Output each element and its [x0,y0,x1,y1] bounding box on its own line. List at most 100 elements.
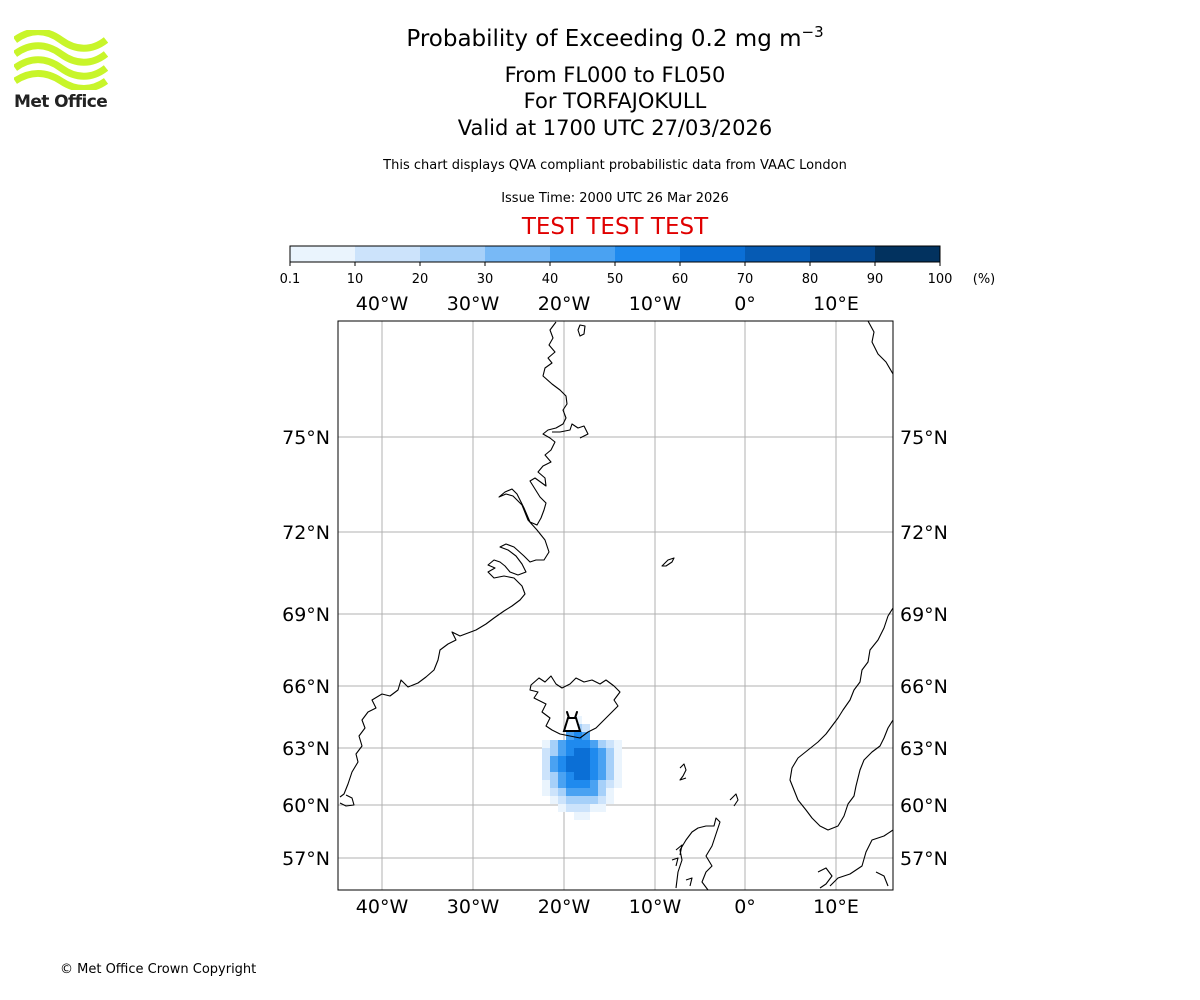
faroe-islands [679,763,687,781]
latitude-label: 63°N [900,738,948,760]
plume-cell [598,764,606,772]
plume-cell [566,796,574,804]
map-frame [337,320,894,891]
plume-cell [614,748,622,756]
plume-cell [566,804,574,812]
plume-cell [542,764,550,772]
plume-cell [590,740,598,748]
colorbar-unit: (%) [973,272,996,287]
longitude-label: 20°W [538,293,591,315]
plume-cell [550,796,558,804]
colorbar-tick-label: 0.1 [280,272,301,287]
sweden-coast [829,829,893,887]
plume-cell [566,772,574,780]
longitude-label: 10°W [629,896,682,918]
plume-cell [582,764,590,772]
svalbard-edge [552,423,589,439]
plume-cell [558,804,566,812]
plume-cell [598,804,606,812]
plume-cell [566,756,574,764]
plume-cell [598,740,606,748]
plume-cell [574,788,582,796]
plume-cell [566,748,574,756]
longitude-label: 0° [734,293,756,315]
volcano-marker-icon [562,711,582,732]
latitude-label: 57°N [282,848,330,870]
plume-cell [566,780,574,788]
valid-time: Valid at 1700 UTC 27/03/2026 [457,116,773,140]
plume-cell [566,740,574,748]
plume-cell [582,740,590,748]
longitude-label: 30°W [447,896,500,918]
latitude-label: 75°N [282,427,330,449]
jan-mayen [661,557,675,567]
plume-cell [558,772,566,780]
longitude-label: 20°W [538,896,591,918]
plume-cell [582,780,590,788]
colorbar-tick-label: 70 [737,272,754,287]
plume-cell [566,788,574,796]
colorbar-ticks: 0.1 10 20 30 40 50 60 70 80 90 100 [280,262,953,287]
plume-cell [614,764,622,772]
plume-cell [542,740,550,748]
colorbar-tick-label: 40 [542,272,559,287]
colorbar-tick-label: 50 [607,272,624,287]
iceland-coast [529,675,621,739]
greenland-coast [339,321,568,798]
flight-level-range: From FL000 to FL050 [504,63,726,87]
plume-cell [542,756,550,764]
colorbar-cell [875,246,941,262]
plume-cell [542,788,550,796]
plume-cell [598,772,606,780]
longitude-label: 10°E [813,293,859,315]
plume-cell [558,780,566,788]
greenland-north-island [577,324,586,337]
plume-cell [550,780,558,788]
plume-cell [542,772,550,780]
colorbar-cell [550,246,616,262]
plume-cell [614,772,622,780]
plume-cell [614,780,622,788]
plume-cell [590,756,598,764]
colorbar-cell [615,246,681,262]
plume-cell [598,796,606,804]
plume-cell [550,764,558,772]
plume-cell [558,788,566,796]
plume-cell [574,716,582,724]
latitude-label: 72°N [900,522,948,544]
longitude-label: 0° [734,896,756,918]
plume-cell [566,764,574,772]
plume-cell [550,772,558,780]
map-background [338,321,893,890]
colorbar-cells [290,246,941,262]
plume-cell [558,740,566,748]
logo-text: Met Office [14,92,108,112]
latitude-label: 69°N [900,604,948,626]
title-exponent: −3 [801,23,824,41]
issue-time: Issue Time: 2000 UTC 26 Mar 2026 [501,191,729,206]
denmark-coast [817,867,889,889]
plume-cell [598,780,606,788]
plume-cell [574,804,582,812]
coastlines [339,321,893,890]
probability-colorbar: 0.1 10 20 30 40 50 60 70 80 90 100 (%) [280,245,996,287]
colorbar-tick-label: 80 [802,272,819,287]
plume-cell [606,772,614,780]
plume-cell [590,748,598,756]
plume-cell [558,756,566,764]
plume-cell [582,788,590,796]
plume-cell [614,756,622,764]
plume-cell [574,796,582,804]
colorbar-cell [355,246,421,262]
colorbar-cell [485,246,551,262]
longitude-label: 10°E [813,896,859,918]
colorbar-cell [745,246,811,262]
colorbar-tick-label: 30 [477,272,494,287]
greenland-coast-south [339,794,355,807]
plume-cell [542,748,550,756]
longitude-label: 40°W [356,293,409,315]
colorbar-tick-label: 100 [928,272,953,287]
plume-cell [574,732,582,740]
plume-cell [582,748,590,756]
